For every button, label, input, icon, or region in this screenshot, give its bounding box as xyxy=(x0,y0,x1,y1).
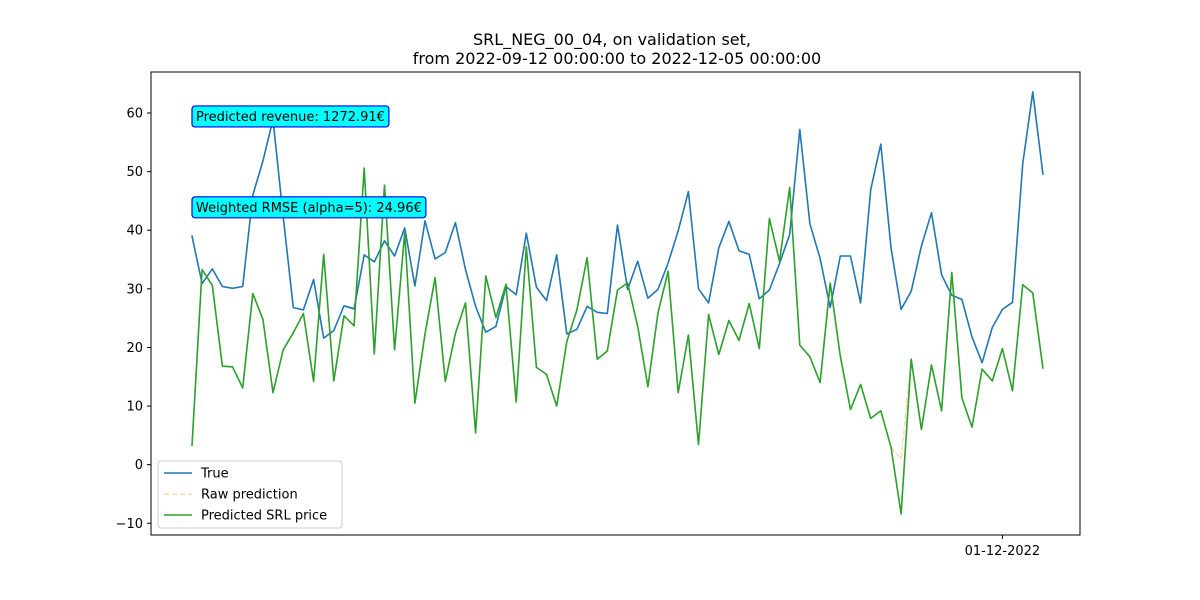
plot-frame xyxy=(150,71,1081,536)
chart-title-line1: SRL_NEG_00_04, on validation set, xyxy=(473,30,751,50)
annotation-text: Weighted RMSE (alpha=5): 24.96€ xyxy=(196,201,422,216)
annotation-box: Predicted revenue: 1272.91€ xyxy=(191,105,390,128)
chart-title-line2: from 2022-09-12 00:00:00 to 2022-12-05 0… xyxy=(413,49,821,68)
plot-border xyxy=(150,71,1081,536)
y-tick-label: −10 xyxy=(116,517,143,532)
y-tick-label: 50 xyxy=(126,165,143,180)
annotation-background xyxy=(191,196,427,219)
legend-label: True xyxy=(200,467,229,482)
annotation-background xyxy=(191,105,390,128)
y-tick-label: 10 xyxy=(126,400,143,415)
y-tick-label: 40 xyxy=(126,224,143,239)
series-layer xyxy=(191,91,1044,515)
y-tick-label: 30 xyxy=(126,282,143,297)
y-tick-label: 20 xyxy=(126,341,143,356)
series-line-true xyxy=(191,91,1044,364)
y-axis: −10 0 10 20 30 40 50 60 xyxy=(116,107,151,532)
y-tick-label: 60 xyxy=(126,107,143,122)
series-line-predicted-srl-price xyxy=(191,167,1044,515)
annotation-text: Predicted revenue: 1272.91€ xyxy=(196,110,385,125)
y-tick-label: 0 xyxy=(135,458,143,473)
legend: True Raw prediction Predicted SRL price xyxy=(157,460,343,529)
legend-box xyxy=(157,460,343,529)
annotation-box: Weighted RMSE (alpha=5): 24.96€ xyxy=(191,196,427,219)
annotations: Predicted revenue: 1272.91€ Weighted RMSE… xyxy=(191,105,427,219)
legend-label: Predicted SRL price xyxy=(201,509,327,524)
legend-label: Raw prediction xyxy=(201,488,298,503)
x-axis: 01-12-2022 xyxy=(965,535,1041,559)
x-tick-label: 01-12-2022 xyxy=(965,544,1041,559)
